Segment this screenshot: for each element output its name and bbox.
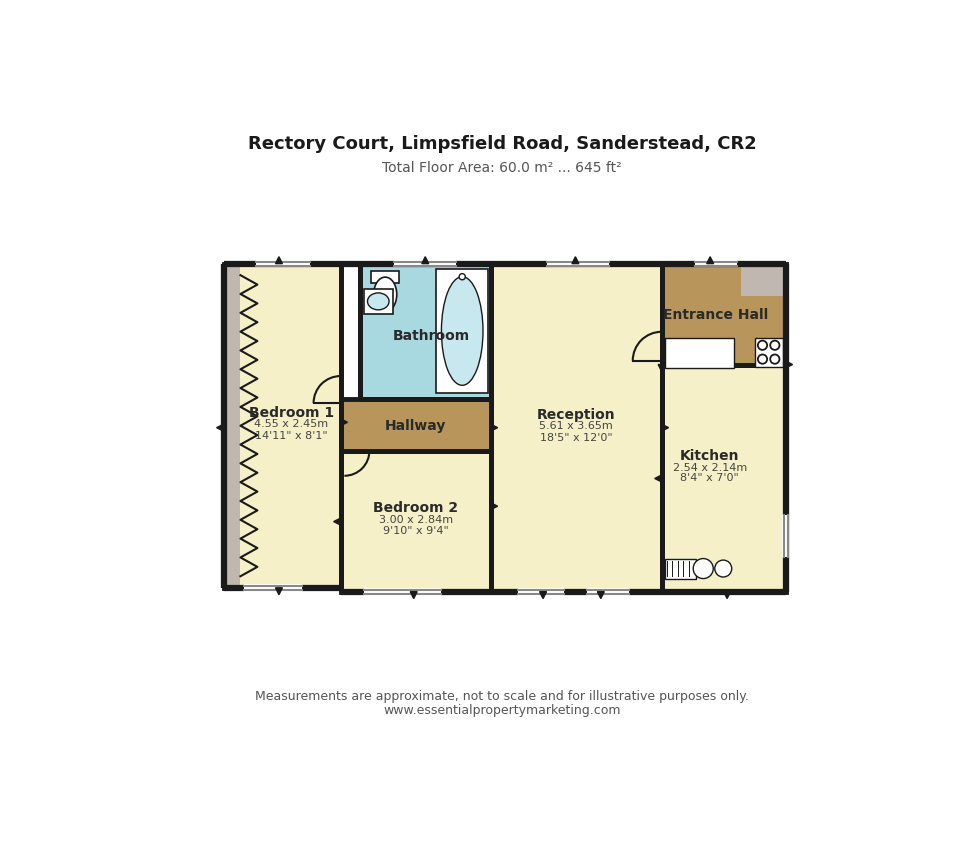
Text: 14'11" x 8'1": 14'11" x 8'1" [255, 430, 327, 441]
Polygon shape [421, 257, 428, 264]
Circle shape [693, 559, 713, 579]
Text: 8'4" x 7'0": 8'4" x 7'0" [680, 473, 739, 483]
Text: 18'5" x 12'0": 18'5" x 12'0" [540, 432, 612, 442]
Text: 3.00 x 2.84m: 3.00 x 2.84m [378, 514, 453, 524]
Text: www.essentialpropertymarketing.com: www.essentialpropertymarketing.com [383, 703, 621, 716]
Polygon shape [598, 592, 605, 599]
Polygon shape [723, 592, 730, 599]
Text: Measurements are approximate, not to scale and for illustrative purposes only.: Measurements are approximate, not to sca… [256, 690, 749, 702]
Polygon shape [275, 257, 282, 264]
Bar [341, 452, 491, 592]
Text: 2.54 x 2.14m: 2.54 x 2.14m [672, 462, 747, 472]
Polygon shape [341, 419, 348, 426]
Bar [755, 338, 783, 367]
Text: Total Floor Area: 60.0 m² ... 645 ft²: Total Floor Area: 60.0 m² ... 645 ft² [382, 161, 622, 176]
Polygon shape [540, 592, 547, 599]
Text: Rectory Court, Limpsfield Road, Sanderstead, CR2: Rectory Court, Limpsfield Road, Sanderst… [248, 134, 757, 153]
Text: Reception: Reception [537, 408, 615, 421]
Bar [665, 338, 734, 369]
Bar [491, 264, 662, 592]
Bar [244, 584, 302, 592]
Polygon shape [217, 425, 223, 431]
Bar [256, 261, 310, 268]
Polygon shape [491, 425, 498, 431]
Polygon shape [659, 365, 665, 372]
Text: Bedroom 1: Bedroom 1 [249, 405, 334, 419]
Bar [371, 271, 399, 284]
Bar [741, 264, 786, 296]
Bar [662, 365, 786, 592]
Text: 4.55 x 2.45m: 4.55 x 2.45m [254, 419, 328, 429]
Bar [364, 289, 393, 314]
Bar [395, 261, 456, 268]
Polygon shape [572, 257, 579, 264]
Bar [223, 264, 341, 588]
Ellipse shape [368, 294, 389, 311]
Bar [664, 559, 696, 579]
Polygon shape [275, 588, 282, 595]
Circle shape [714, 560, 732, 577]
Bar [436, 270, 488, 393]
Text: 9'10" x 9'4": 9'10" x 9'4" [383, 526, 449, 536]
Bar [695, 261, 737, 268]
Polygon shape [491, 503, 498, 510]
Text: Entrance Hall: Entrance Hall [663, 308, 768, 322]
Bar [341, 400, 491, 452]
Text: Bedroom 2: Bedroom 2 [373, 500, 459, 515]
Bar [662, 264, 786, 365]
Polygon shape [707, 257, 713, 264]
Bar [364, 588, 441, 596]
Bar [587, 588, 629, 596]
Bar [223, 264, 240, 588]
Bar [782, 515, 790, 557]
Polygon shape [411, 592, 417, 599]
Polygon shape [786, 361, 793, 369]
Ellipse shape [441, 278, 483, 386]
Text: Hallway: Hallway [385, 419, 446, 432]
Polygon shape [662, 425, 668, 431]
Text: Kitchen: Kitchen [680, 448, 740, 463]
Bar [547, 261, 609, 268]
Bar [517, 588, 564, 596]
Polygon shape [655, 475, 662, 483]
Circle shape [459, 274, 466, 280]
Text: 5.61 x 3.65m: 5.61 x 3.65m [539, 421, 613, 430]
Polygon shape [333, 518, 341, 526]
Ellipse shape [373, 278, 397, 312]
Bar [360, 264, 491, 400]
Text: Bathroom: Bathroom [393, 329, 470, 343]
